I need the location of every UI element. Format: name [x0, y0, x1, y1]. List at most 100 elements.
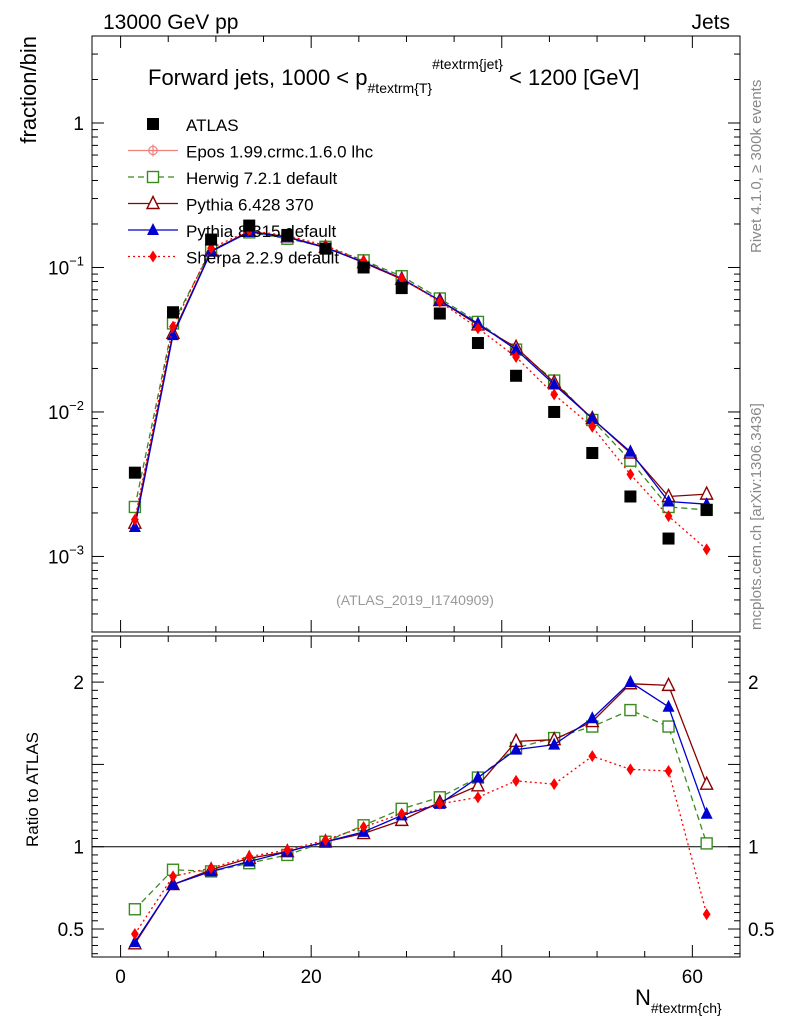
- data-point: [169, 320, 177, 333]
- data-point: [169, 870, 177, 883]
- data-point: [435, 797, 444, 810]
- y-tick-base: 10: [48, 258, 69, 279]
- y-tick-base: 10: [48, 403, 69, 424]
- data-point: [395, 282, 408, 295]
- data-point: [359, 820, 368, 833]
- header-left: 13000 GeV pp: [103, 11, 238, 34]
- data-point: [548, 737, 561, 750]
- y-tick-label: 10−1: [48, 253, 84, 279]
- chart-title-sub: #textrm{T}: [368, 80, 433, 96]
- data-point: [699, 775, 714, 790]
- data-point: [321, 834, 330, 847]
- mcplots-label: mcplots.cern.ch [arXiv:1306.3436]: [748, 403, 765, 630]
- data-point: [243, 219, 256, 232]
- data-point: [588, 420, 597, 433]
- data-point: [548, 405, 561, 418]
- data-point: [149, 250, 157, 263]
- y-tick-label: 10−3: [48, 542, 84, 568]
- data-point: [128, 903, 142, 916]
- data-point: [700, 503, 713, 516]
- data-point: [471, 337, 484, 350]
- data-point: [128, 500, 142, 514]
- data-point: [474, 791, 482, 804]
- main-panel: [127, 219, 714, 556]
- data-point: [661, 676, 676, 692]
- data-point: [512, 351, 520, 364]
- data-point: [662, 494, 675, 507]
- data-point: [586, 411, 599, 424]
- legend-label: Pythia 6.428 370: [186, 196, 314, 215]
- series-line: [134, 231, 707, 528]
- data-point: [128, 519, 141, 532]
- y-tick-exp: −1: [69, 253, 84, 268]
- x-tick-label: 0: [115, 967, 126, 988]
- legend-label: ATLAS: [186, 116, 239, 135]
- data-point: [130, 513, 139, 526]
- data-point: [586, 446, 599, 459]
- data-point: [167, 328, 179, 341]
- data-point: [662, 532, 675, 545]
- data-point: [167, 306, 179, 319]
- data-point: [664, 510, 673, 523]
- x-axis-label-sub: #textrm{ch}: [651, 1000, 722, 1016]
- ratio-series-line: [134, 709, 708, 910]
- data-point: [435, 295, 444, 308]
- data-point: [550, 778, 559, 791]
- data-point: [664, 764, 673, 777]
- data-point: [662, 720, 675, 733]
- data-point: [319, 242, 332, 255]
- ratio-panel: [127, 675, 714, 950]
- data-point: [512, 774, 520, 787]
- y-tick-exp: −3: [69, 542, 84, 557]
- data-point: [397, 807, 406, 820]
- data-point: [281, 228, 294, 241]
- ratio-tick-label-right: 0.5: [748, 920, 774, 941]
- ratio-frame: [91, 635, 741, 958]
- ratio-y-axis-label: Ratio to ATLAS: [23, 732, 42, 847]
- chart-title: Forward jets, 1000 < p#textrm{T} #textrm{…: [148, 56, 639, 96]
- y-tick-label: 10−2: [48, 398, 84, 424]
- data-point: [700, 806, 713, 819]
- data-point: [245, 850, 254, 863]
- data-point: [433, 307, 446, 320]
- data-point: [283, 844, 292, 856]
- data-point: [586, 711, 599, 724]
- ratio-tick-label: 2: [73, 673, 84, 694]
- chart-title-tail: < 1200 [GeV]: [503, 65, 639, 90]
- data-point: [700, 837, 713, 850]
- header-right: Jets: [691, 11, 730, 34]
- data-point: [550, 388, 559, 401]
- data-point: [470, 777, 486, 792]
- legend: ATLAS Epos 1.99.crmc.1.6.0 lhc Herwig 7.2.…: [128, 116, 374, 268]
- analysis-id: (ATLAS_2019_I1740909): [336, 592, 494, 608]
- data-point: [510, 369, 523, 382]
- rivet-label: Rivet 4.1.0, ≥ 300k events: [748, 80, 765, 253]
- data-point: [207, 862, 216, 875]
- data-point: [471, 770, 484, 783]
- y-axis-label: fraction/bin: [16, 36, 41, 144]
- data-point: [167, 877, 179, 890]
- data-point: [626, 763, 635, 776]
- data-point: [397, 272, 406, 285]
- data-point: [357, 261, 370, 274]
- x-tick-label: 40: [491, 967, 512, 988]
- data-point: [510, 342, 523, 355]
- main-frame: [91, 35, 741, 633]
- data-point: [624, 444, 637, 457]
- x-tick-label: 60: [682, 967, 703, 988]
- data-point: [147, 223, 159, 235]
- legend-label: Pythia 8.315 default: [186, 222, 337, 241]
- ratio-series-line: [134, 755, 708, 935]
- data-point: [548, 377, 561, 390]
- chart-title-main: Forward jets, 1000 < p: [148, 65, 368, 90]
- data-point: [146, 170, 160, 184]
- y-tick-base: 10: [48, 547, 69, 568]
- data-point: [702, 908, 711, 921]
- data-point: [128, 935, 141, 948]
- ratio-tick-label: 0.5: [58, 920, 84, 941]
- data-point: [474, 322, 482, 335]
- ratio-series-line: [134, 683, 708, 945]
- data-point: [205, 233, 218, 246]
